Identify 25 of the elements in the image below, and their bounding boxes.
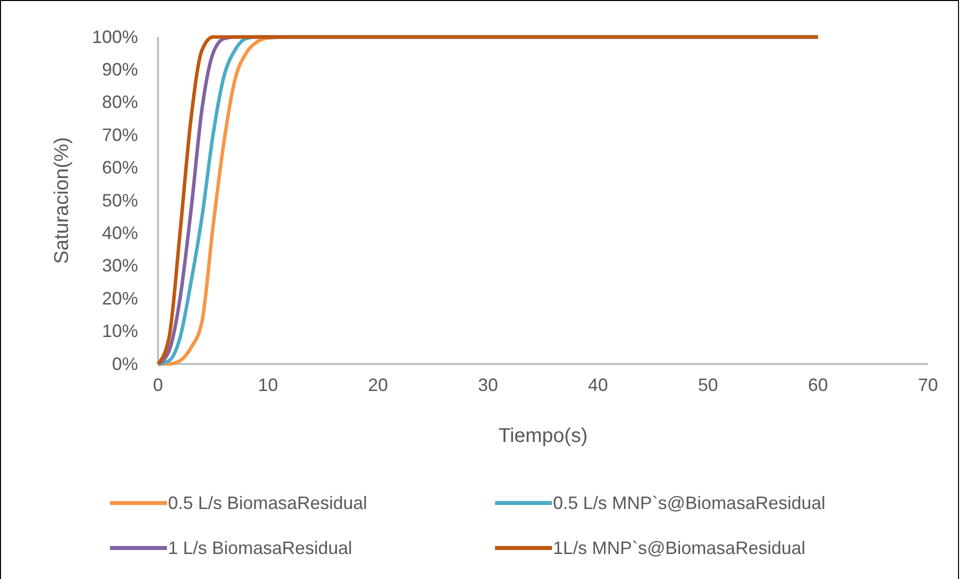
x-tick-label: 10 [258,374,278,395]
y-tick-label: 80% [102,92,138,112]
y-tick-label: 20% [102,288,138,308]
y-tick-label: 70% [102,124,138,145]
y-tick-label: 90% [102,59,138,80]
x-tick-label: 50 [698,374,718,395]
x-tick-label: 40 [588,374,608,395]
x-tick-label: 70 [918,374,938,395]
y-axis-title: Saturacion(%) [51,137,73,264]
x-tick-label: 20 [368,374,388,395]
legend-label: 1 L/s BiomasaResidual [168,538,352,558]
y-tick-label: 10% [102,321,138,342]
y-tick-label: 50% [102,190,138,210]
x-tick-label: 30 [478,374,498,395]
legend-label: 0.5 L/s BiomasaResidual [168,493,368,513]
y-tick-label: 30% [102,256,138,276]
y-tick-label: 0% [112,354,138,374]
x-tick-label: 60 [808,374,828,395]
x-axis-title: Tiempo(s) [498,425,588,447]
y-tick-label: 100% [92,26,138,47]
y-tick-label: 40% [102,222,138,243]
x-tick-label: 0 [152,374,164,395]
legend-label: 0.5 L/s MNP`s@BiomasaResidual [553,493,826,513]
legend-label: 1L/s MNP`s@BiomasaResidual [553,538,806,558]
y-tick-label: 60% [102,158,138,178]
